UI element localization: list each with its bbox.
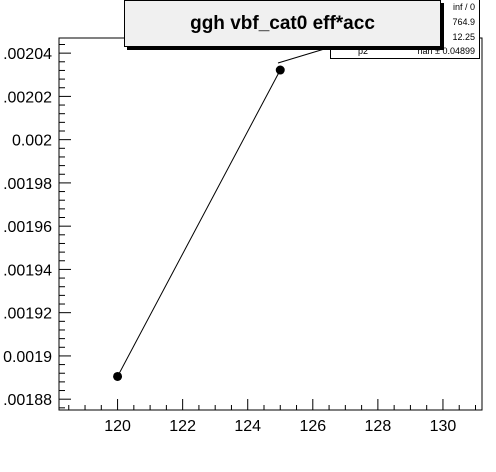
stats-label: p2 <box>358 46 369 56</box>
stats-row: 764.9 <box>331 17 475 29</box>
y-tick-label: .00196 <box>3 219 52 236</box>
series-line <box>117 69 281 377</box>
stats-value: nan ± 0.04899 <box>417 46 476 56</box>
y-tick-label: .00194 <box>3 262 52 279</box>
data-point <box>275 65 285 75</box>
y-tick-label: .00202 <box>3 89 52 106</box>
y-tick-label: 0.002 <box>12 133 52 150</box>
stats-row: 12.25 <box>331 32 475 44</box>
stats-value: inf / 0 <box>452 2 475 12</box>
stats-row: p2 nan ± 0.04899 <box>331 46 475 58</box>
fit-line-stub <box>277 46 332 64</box>
x-tick-label: 126 <box>299 418 326 435</box>
y-tick-label: .00204 <box>3 46 52 63</box>
y-tick-label: .00198 <box>3 176 52 193</box>
stats-value: 12.25 <box>452 32 475 42</box>
x-tick-label: 122 <box>169 418 196 435</box>
y-tick-label: .00192 <box>3 306 52 323</box>
data-series <box>113 65 285 381</box>
plot-frame <box>58 37 483 411</box>
y-axis: .00188 0.0019 .00192 .00194 .00196 .00198 0.00… <box>3 43 71 409</box>
stats-row: inf / 0 <box>331 2 475 14</box>
x-tick-label: 130 <box>430 418 457 435</box>
data-point <box>113 371 123 381</box>
x-tick-label: 128 <box>365 418 392 435</box>
x-axis: 120 122 124 126 128 130 <box>68 399 476 435</box>
y-tick-label: 0.0019 <box>3 349 52 366</box>
x-tick-label: 120 <box>104 418 131 435</box>
stats-value: 764.9 <box>452 17 475 27</box>
x-tick-label: 124 <box>234 418 261 435</box>
y-tick-label: .00188 <box>3 392 52 409</box>
chart-title: ggh vbf_cat0 eff*acc <box>124 0 441 47</box>
